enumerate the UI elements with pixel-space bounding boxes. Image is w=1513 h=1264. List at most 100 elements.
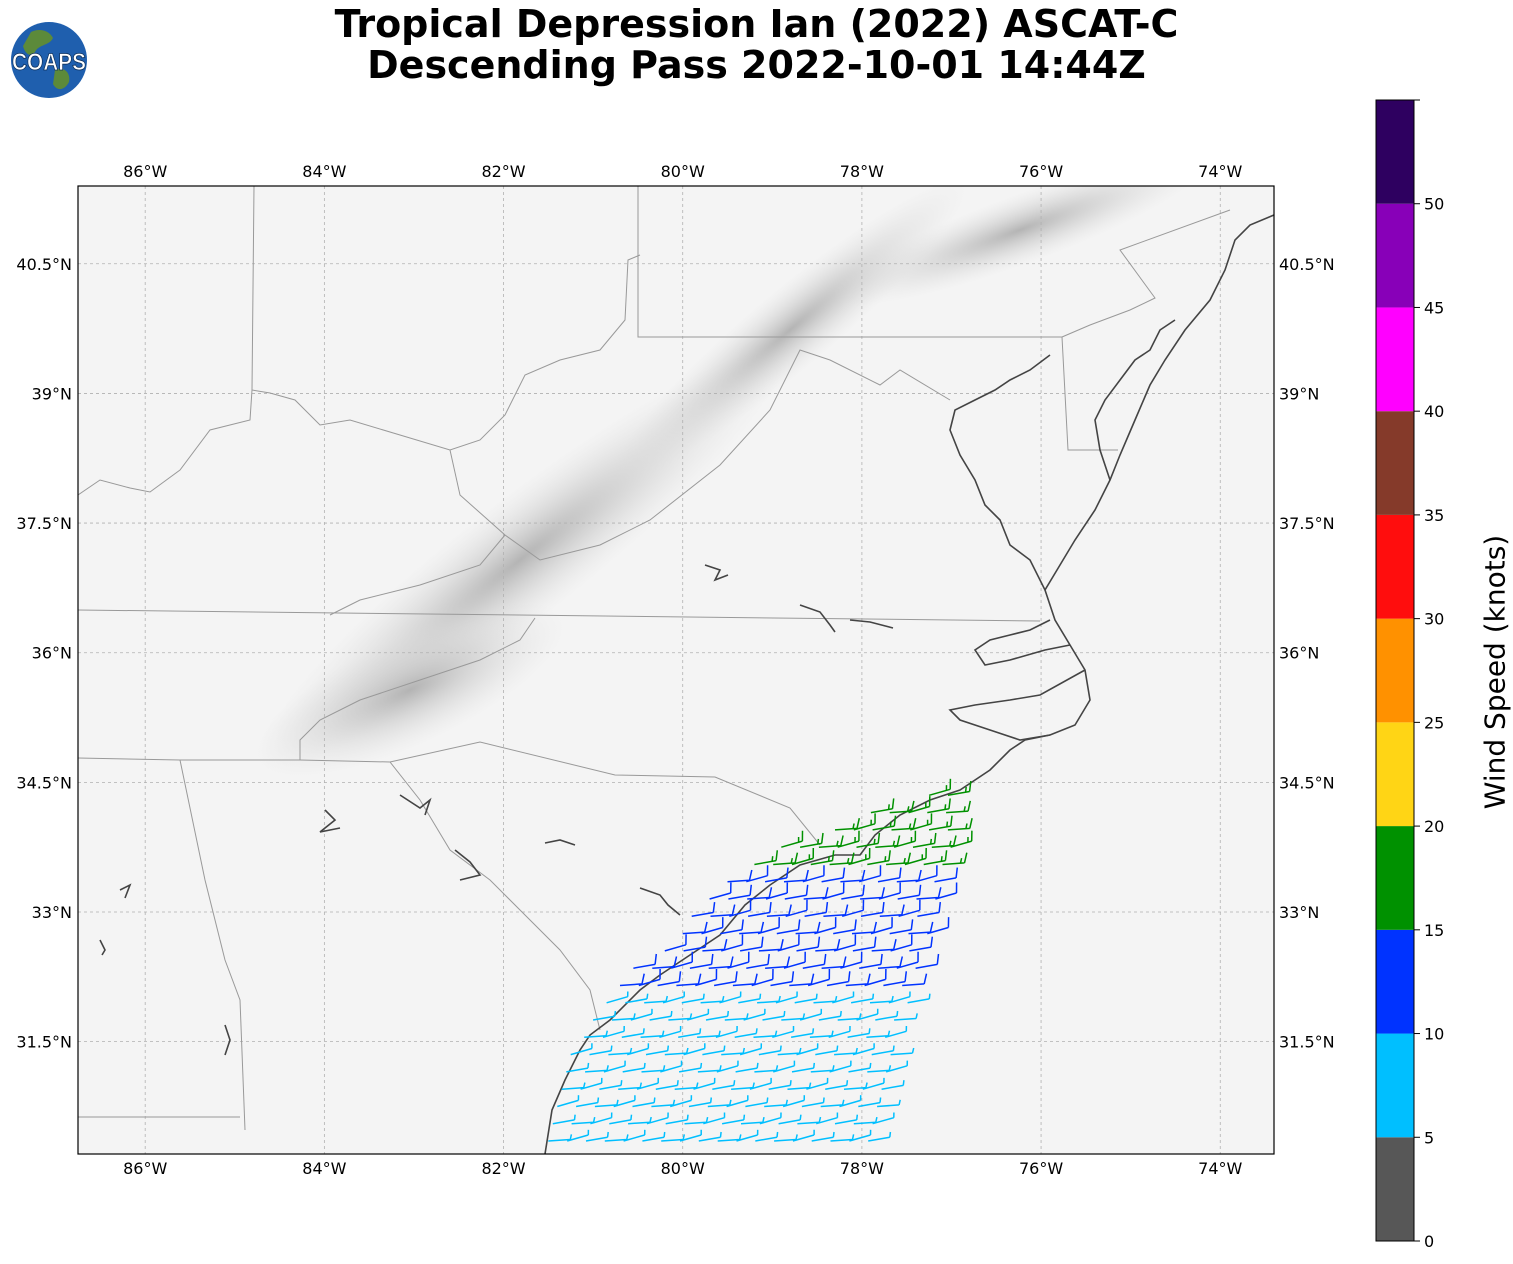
- wind-barb: [840, 869, 866, 883]
- wind-barb: [662, 991, 685, 1004]
- wind-barb: [774, 1134, 798, 1142]
- wind-barb: [902, 973, 928, 987]
- wind-barb: [867, 1065, 892, 1073]
- wind-barb: [833, 919, 857, 935]
- lat-tick-label-right: 39°N: [1279, 384, 1319, 403]
- wind-barb: [823, 904, 849, 918]
- wind-barb: [700, 995, 725, 1004]
- terrain-appalachians: [254, 602, 566, 778]
- wind-barb: [885, 1060, 909, 1073]
- wind-barb: [575, 1097, 600, 1108]
- wind-barb: [762, 1010, 786, 1021]
- wind-barb: [909, 936, 934, 952]
- wind-barb: [886, 852, 912, 866]
- wind-barb: [871, 939, 897, 952]
- wind-barb: [716, 1060, 739, 1073]
- wind-barb: [862, 1077, 885, 1090]
- wind-barb: [604, 1134, 629, 1142]
- lake: [99, 939, 106, 956]
- wind-barb: [676, 973, 702, 987]
- wind-barb: [625, 993, 649, 1004]
- wind-barb: [829, 852, 855, 866]
- wind-barb: [630, 1008, 653, 1021]
- title-line-2: Descending Pass 2022-10-01 14:44Z: [367, 43, 1146, 87]
- wind-barb: [852, 1043, 875, 1056]
- longitude-labels-bottom: 86°W 84°W 82°W 80°W 78°W 76°W 74°W: [123, 1159, 1242, 1178]
- wind-barb: [764, 867, 789, 883]
- colorbar-bin: [1376, 1033, 1414, 1138]
- wind-barb: [810, 850, 835, 866]
- wind-barb: [927, 798, 951, 814]
- wind-barb: [795, 921, 821, 935]
- wind-barb: [884, 1025, 908, 1039]
- wind-barb: [871, 1045, 895, 1056]
- lat-tick-label-right: 36°N: [1279, 644, 1319, 663]
- wind-barb: [602, 1025, 625, 1039]
- colorbar-tick-label: 35: [1424, 506, 1444, 525]
- lat-tick-label-left: 36°N: [32, 644, 72, 663]
- wind-barb: [869, 995, 894, 1004]
- wind-barb: [764, 1099, 789, 1108]
- wind-barb: [778, 1114, 802, 1125]
- wind-barb: [848, 1062, 872, 1073]
- wind-barb: [898, 899, 921, 918]
- lake: [119, 883, 132, 899]
- coastline-delaware: [1094, 319, 1176, 481]
- lon-tick-label-bottom: 84°W: [302, 1159, 346, 1178]
- logo-land-shape: [53, 68, 70, 90]
- wind-barb: [821, 956, 847, 969]
- wind-barb: [894, 1013, 918, 1021]
- lat-tick-label-right: 37.5°N: [1279, 514, 1335, 533]
- lake: [704, 564, 729, 582]
- wind-barb: [613, 1095, 636, 1108]
- logo-land-shape: [23, 30, 53, 55]
- wind-barb: [611, 1013, 636, 1021]
- wind-barb: [584, 1030, 609, 1039]
- lat-tick-label-left: 39°N: [32, 384, 72, 403]
- wind-barb: [758, 939, 784, 952]
- wind-barb: [719, 991, 742, 1004]
- wind-barb: [843, 1082, 868, 1090]
- longitude-labels-top: 86°W 84°W 82°W 80°W 78°W 76°W 74°W: [123, 162, 1242, 181]
- wind-barb: [915, 953, 940, 969]
- wind-barb: [826, 971, 851, 987]
- wind-barb: [621, 1028, 645, 1039]
- coastline-sounds: [948, 669, 1086, 741]
- lon-tick-label-bottom: 78°W: [840, 1159, 884, 1178]
- wind-barb: [850, 993, 875, 1004]
- wind-barb: [633, 953, 658, 969]
- wind-barb: [552, 1114, 576, 1125]
- wind-barb: [840, 951, 863, 969]
- wind-barb: [746, 865, 769, 883]
- wind-barb: [796, 936, 821, 952]
- wind-barb: [758, 1045, 782, 1056]
- wind-barb: [683, 1043, 706, 1056]
- wind-barb: [860, 902, 885, 918]
- wind-barb: [935, 882, 958, 900]
- lon-tick-label-bottom: 76°W: [1019, 1159, 1063, 1178]
- wind-barb: [877, 867, 902, 883]
- lon-tick-label-top: 82°W: [481, 162, 525, 181]
- wind-barb: [859, 953, 883, 969]
- wind-barb: [708, 956, 734, 969]
- wind-barb: [879, 904, 905, 918]
- wind-barb: [852, 936, 877, 952]
- wind-barb: [910, 813, 933, 831]
- wind-barb: [709, 882, 732, 900]
- colorbar-tick-label: 50: [1424, 195, 1444, 214]
- wind-barb: [867, 850, 891, 866]
- wind-barb: [702, 1045, 726, 1056]
- wind-barbs-layer: [548, 778, 973, 1142]
- wind-barb: [684, 1116, 709, 1125]
- wind-barb: [877, 956, 904, 969]
- colorbar-bin: [1376, 203, 1414, 308]
- colorbar-bins: [1376, 100, 1414, 1241]
- wind-barb: [947, 818, 973, 831]
- wind-barb: [644, 995, 669, 1004]
- wind-barb: [815, 1045, 839, 1056]
- lon-tick-label-top: 80°W: [661, 162, 705, 181]
- wind-barb: [736, 1129, 759, 1142]
- colorbar-tick-label: 15: [1424, 921, 1444, 940]
- lat-tick-label-left: 40.5°N: [16, 255, 72, 274]
